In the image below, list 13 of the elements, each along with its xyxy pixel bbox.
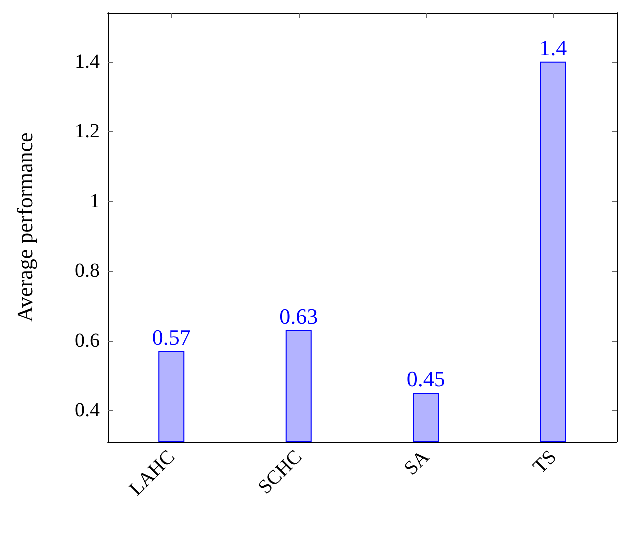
y-axis-title: Average performance bbox=[12, 132, 38, 322]
data-label: 0.45 bbox=[406, 366, 446, 392]
x-tick-label: TS bbox=[529, 446, 562, 478]
y-tick-label: 0.6 bbox=[75, 330, 100, 352]
y-tick-label: 1.4 bbox=[75, 50, 100, 73]
y-tick-label: 0.8 bbox=[75, 260, 100, 282]
y-tick-label: 0.4 bbox=[75, 400, 100, 422]
data-label: 1.4 bbox=[540, 35, 568, 60]
data-label: 0.63 bbox=[280, 304, 318, 329]
x-tick-label: SA bbox=[400, 446, 434, 480]
data-label: 0.57 bbox=[152, 324, 191, 350]
y-tick-label: 1.2 bbox=[75, 120, 100, 143]
y-tick-label: 1 bbox=[90, 190, 100, 212]
